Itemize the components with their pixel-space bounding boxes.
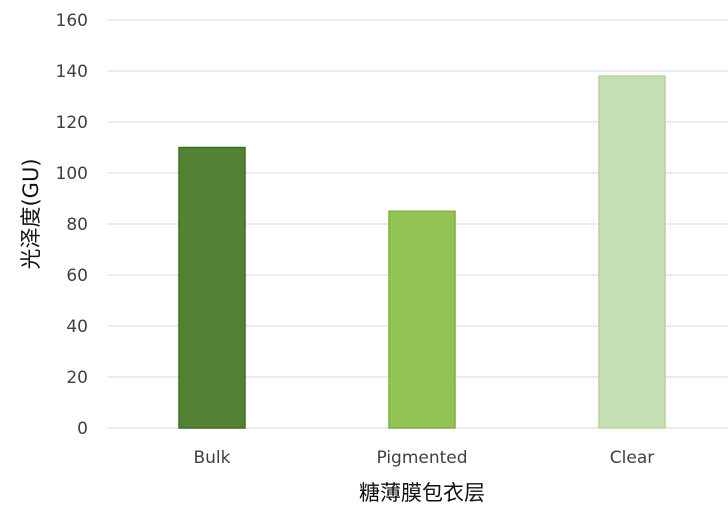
bar-pigmented bbox=[388, 210, 456, 429]
y-tick-label: 100 bbox=[56, 164, 88, 184]
bar-bulk bbox=[178, 146, 246, 429]
y-tick-label: 160 bbox=[56, 11, 88, 31]
y-axis-title: 光泽度(GU) bbox=[19, 158, 43, 269]
y-tick-label: 60 bbox=[66, 266, 88, 286]
y-tick-label: 20 bbox=[66, 368, 88, 388]
x-axis-category-labels: Bulk Pigmented Clear bbox=[193, 448, 654, 468]
x-category-label-bulk: Bulk bbox=[193, 448, 230, 468]
bar-clear bbox=[598, 75, 666, 429]
x-axis-title: 糖薄膜包衣层 bbox=[359, 481, 485, 505]
y-tick-label: 80 bbox=[66, 215, 88, 235]
x-category-label-clear: Clear bbox=[610, 448, 654, 468]
bars bbox=[178, 75, 666, 429]
y-axis-tick-labels: 0 20 40 60 80 100 120 140 160 bbox=[56, 11, 88, 439]
x-category-label-pigmented: Pigmented bbox=[376, 448, 467, 468]
y-tick-label: 40 bbox=[66, 317, 88, 337]
y-tick-label: 0 bbox=[77, 419, 88, 439]
y-tick-label: 140 bbox=[56, 62, 88, 82]
y-tick-label: 120 bbox=[56, 113, 88, 133]
